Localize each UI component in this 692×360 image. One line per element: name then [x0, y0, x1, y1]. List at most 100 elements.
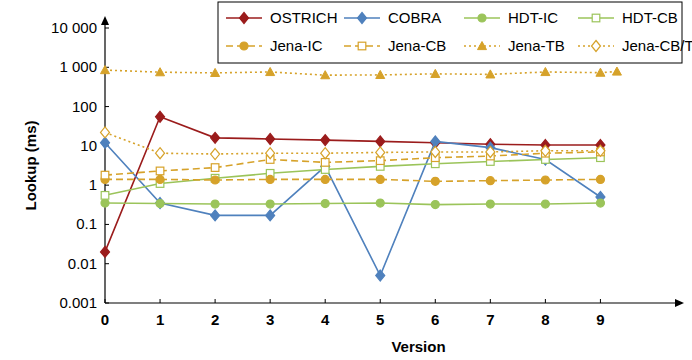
point: [376, 175, 384, 183]
point: [376, 70, 385, 78]
x-tick-label: 5: [376, 311, 384, 328]
x-axis-label: Version: [391, 338, 445, 355]
point: [101, 127, 110, 138]
point: [266, 175, 274, 183]
legend-marker: [358, 42, 366, 50]
x-tick: [270, 299, 271, 303]
point: [431, 146, 440, 157]
point: [321, 148, 330, 159]
x-tick-label: 4: [321, 311, 330, 328]
x-tick-label: 6: [431, 311, 439, 328]
y-tick: [105, 28, 109, 29]
y-tick-label: 100: [72, 98, 97, 115]
legend-label: HDT-IC: [508, 9, 558, 26]
point: [266, 210, 275, 221]
legend-marker: [478, 42, 487, 50]
point: [156, 175, 164, 183]
point: [156, 200, 164, 208]
x-tick-label: 8: [541, 311, 549, 328]
x-tick: [545, 299, 546, 303]
series-line: [105, 117, 600, 252]
point: [486, 200, 494, 208]
point: [156, 111, 165, 122]
legend-marker: [478, 14, 486, 22]
series-line: [105, 203, 600, 205]
point: [211, 68, 220, 76]
point: [101, 246, 110, 257]
point: [612, 67, 621, 75]
point: [211, 149, 220, 160]
legend-label: Jena-CB/TB: [622, 37, 692, 54]
point: [486, 177, 494, 185]
point: [431, 69, 440, 77]
legend-label: Jena-CB: [388, 37, 446, 54]
point: [376, 147, 385, 158]
point: [211, 210, 220, 221]
point: [321, 71, 330, 79]
point: [486, 70, 495, 78]
point: [211, 200, 219, 208]
point: [376, 270, 385, 281]
point: [211, 164, 219, 172]
series-line: [105, 70, 617, 75]
point: [101, 199, 109, 207]
point: [431, 201, 439, 209]
x-axis-arrow: [675, 299, 684, 307]
series-line: [105, 179, 600, 181]
point: [101, 137, 110, 148]
y-tick-label: 0.001: [59, 294, 97, 311]
point: [156, 148, 165, 159]
point: [101, 66, 110, 74]
point: [596, 145, 605, 156]
x-tick: [215, 299, 216, 303]
y-tick: [105, 185, 109, 186]
legend-label: COBRA: [388, 9, 441, 26]
x-tick-label: 7: [486, 311, 494, 328]
point: [266, 133, 275, 144]
point: [541, 200, 549, 208]
x-tick-label: 2: [211, 311, 219, 328]
y-axis-arrow: [101, 16, 109, 25]
legend-marker: [240, 42, 248, 50]
point: [596, 175, 604, 183]
legend-marker: [358, 13, 367, 24]
legend-box: [218, 2, 682, 63]
y-tick-label: 1: [89, 176, 97, 193]
series-line: [105, 158, 600, 196]
point: [156, 68, 165, 76]
y-tick-label: 0.01: [68, 255, 97, 272]
point: [266, 67, 275, 75]
x-tick-label: 3: [266, 311, 274, 328]
point: [321, 200, 329, 208]
x-tick: [490, 299, 491, 303]
legend-label: OSTRICH: [270, 9, 338, 26]
x-tick-label: 9: [596, 311, 604, 328]
point: [156, 198, 165, 209]
x-tick: [380, 299, 381, 303]
point: [376, 199, 384, 207]
y-tick-label: 1 000: [59, 58, 97, 75]
point: [541, 67, 550, 75]
point: [266, 200, 274, 208]
x-tick: [600, 299, 601, 303]
legend-marker: [592, 14, 600, 22]
point: [156, 167, 164, 175]
point: [596, 199, 604, 207]
point: [376, 136, 385, 147]
y-tick-label: 10: [80, 137, 97, 154]
series-line: [105, 132, 600, 154]
point: [486, 146, 495, 157]
x-axis: [105, 302, 682, 303]
x-tick: [160, 299, 161, 303]
point: [431, 136, 440, 147]
point: [211, 132, 220, 143]
series-line: [105, 152, 600, 175]
point: [596, 68, 605, 76]
y-axis: [104, 18, 105, 303]
point: [101, 192, 109, 200]
point: [321, 159, 329, 167]
x-tick-label: 0: [101, 311, 109, 328]
series-line: [105, 141, 600, 275]
point: [321, 175, 329, 183]
point: [541, 145, 550, 156]
